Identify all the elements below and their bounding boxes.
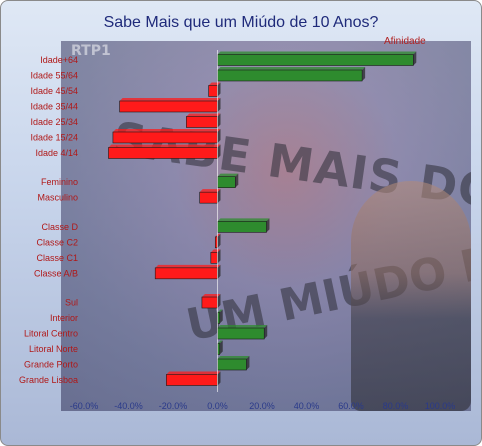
bar-side-face — [264, 325, 268, 340]
bar-top-face — [217, 66, 366, 70]
bar-top-face — [201, 294, 221, 298]
bar-top-face — [186, 113, 221, 117]
bar-side-face — [266, 218, 270, 233]
bar-top-face — [217, 218, 270, 222]
bar — [217, 69, 363, 82]
x-tick-label: 40.0% — [294, 401, 320, 411]
category-label: Idade 4/14 — [35, 148, 78, 158]
bar — [154, 267, 218, 280]
bar-side-face — [235, 173, 239, 188]
bar — [119, 100, 218, 113]
bar-side-face — [217, 371, 221, 386]
bar-top-face — [119, 97, 221, 101]
bar-side-face — [217, 128, 221, 143]
bar — [201, 296, 218, 309]
bar-top-face — [155, 264, 221, 268]
bar-side-face — [217, 97, 221, 112]
category-label: Idade 45/54 — [30, 86, 78, 96]
category-label: Litoral Centro — [24, 329, 78, 339]
category-label: Idade 15/24 — [30, 132, 78, 142]
category-label: Feminino — [41, 177, 78, 187]
bar-top-face — [217, 51, 417, 55]
bar-top-face — [217, 356, 250, 360]
bar — [199, 191, 218, 204]
category-label: Interior — [50, 313, 78, 323]
x-tick-label: -40.0% — [114, 401, 143, 411]
bar-side-face — [217, 294, 221, 309]
channel-watermark: RTP1 — [71, 43, 111, 59]
bar — [217, 327, 265, 340]
category-label: Grande Lisboa — [19, 375, 78, 385]
bar-side-face — [217, 113, 221, 128]
bar-side-face — [246, 356, 250, 371]
bar-side-face — [219, 309, 223, 324]
bar-top-face — [217, 173, 239, 177]
bar — [166, 374, 218, 386]
bar-top-face — [217, 309, 223, 313]
bar — [210, 252, 218, 264]
category-label: Grande Porto — [24, 360, 78, 370]
bar-side-face — [217, 82, 221, 97]
bar-top-face — [217, 325, 268, 329]
bar — [217, 176, 236, 188]
category-label: Idade 25/34 — [30, 117, 78, 127]
bar-side-face — [217, 249, 221, 264]
x-tick-label: -20.0% — [159, 401, 188, 411]
category-label: Idade 55/64 — [30, 70, 78, 80]
bar-top-face — [217, 340, 223, 344]
category-label: Idade+64 — [40, 55, 78, 65]
category-label: Classe C1 — [36, 253, 78, 263]
bar-side-face — [217, 233, 221, 248]
x-tick-label: 100.0% — [425, 401, 456, 411]
series-label: Afinidade — [384, 36, 426, 47]
bar-side-face — [217, 264, 221, 279]
x-tick-label: -60.0% — [70, 401, 99, 411]
bar-side-face — [219, 340, 223, 355]
bar-top-face — [112, 128, 221, 132]
bar-side-face — [217, 189, 221, 204]
bar — [186, 116, 218, 128]
bar — [217, 221, 267, 233]
category-label: Idade 35/44 — [30, 101, 78, 111]
x-tick-label: 80.0% — [383, 401, 409, 411]
bar-top-face — [108, 144, 221, 148]
bar — [108, 147, 218, 159]
bar — [208, 85, 218, 97]
category-label: Classe C2 — [36, 237, 78, 247]
presenter-figure — [351, 181, 471, 411]
category-label: Masculino — [37, 193, 78, 203]
category-label: Sul — [65, 298, 78, 308]
bar-side-face — [413, 51, 417, 66]
category-label: Classe A/B — [34, 268, 78, 278]
bar-side-face — [217, 144, 221, 159]
chart-title: Sabe Mais que um Miúdo de 10 Anos? — [103, 14, 379, 31]
category-label: Litoral Norte — [29, 344, 78, 354]
bar — [217, 54, 414, 66]
category-label: Classe D — [41, 222, 78, 232]
x-tick-label: 20.0% — [249, 401, 275, 411]
x-tick-label: 60.0% — [338, 401, 364, 411]
bar — [217, 358, 247, 371]
bar-top-face — [166, 371, 221, 375]
bar — [112, 131, 218, 144]
bar-top-face — [210, 249, 221, 253]
x-tick-label: 0.0% — [207, 401, 228, 411]
bar-side-face — [362, 66, 366, 81]
bar-top-face — [199, 189, 221, 193]
